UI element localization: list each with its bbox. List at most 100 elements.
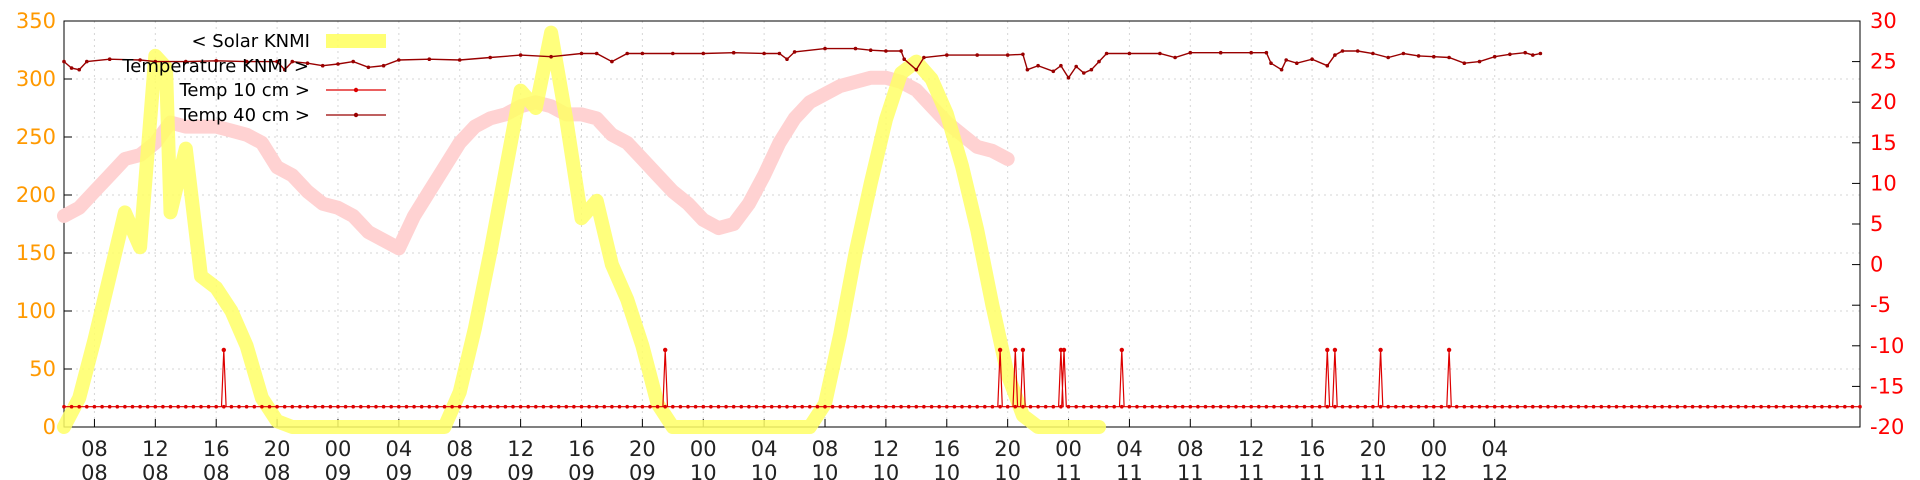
- point-temp-10cm-spike: [1325, 347, 1330, 353]
- point-temp-10cm: [1249, 404, 1253, 409]
- point-temp-10cm: [1302, 404, 1307, 409]
- point-temp-40cm: [457, 58, 462, 62]
- point-temp-10cm-spike: [663, 347, 668, 353]
- point-temp-40cm: [1104, 51, 1109, 56]
- point-temp-10cm: [1835, 404, 1839, 409]
- point-temp-10cm: [496, 404, 500, 409]
- point-temp-40cm: [1538, 51, 1543, 56]
- point-temp-10cm: [579, 404, 584, 409]
- right-tick-label: -10: [1870, 334, 1904, 358]
- point-temp-40cm: [1325, 63, 1330, 68]
- point-temp-40cm: [671, 51, 675, 56]
- point-temp-10cm: [351, 404, 356, 409]
- point-temp-40cm: [366, 65, 371, 70]
- point-temp-10cm-spike: [997, 347, 1003, 353]
- point-temp-10cm: [526, 404, 530, 409]
- point-temp-40cm: [1173, 55, 1177, 60]
- point-temp-40cm: [1005, 53, 1010, 57]
- point-temp-10cm: [374, 404, 378, 409]
- point-temp-10cm: [1759, 404, 1763, 409]
- point-temp-10cm: [77, 404, 81, 409]
- point-temp-10cm: [716, 404, 721, 409]
- point-temp-10cm: [906, 404, 911, 409]
- series-temp-40cm: [63, 47, 1541, 80]
- x-tick-label: 12 10: [873, 437, 900, 480]
- point-temp-10cm: [808, 404, 812, 409]
- x-tick-label: 00 10: [690, 437, 717, 480]
- right-tick-label: 0: [1870, 253, 1883, 277]
- left-tick-label: 150: [16, 241, 56, 265]
- point-temp-10cm: [1295, 404, 1299, 409]
- point-temp-10cm: [1378, 404, 1383, 409]
- x-tick-label: 08 09: [446, 437, 473, 480]
- point-temp-10cm: [792, 404, 797, 409]
- point-temp-40cm: [853, 46, 858, 51]
- point-temp-10cm: [1508, 404, 1512, 409]
- point-temp-10cm: [1607, 404, 1611, 409]
- point-temp-10cm: [655, 404, 660, 409]
- point-temp-10cm: [1218, 404, 1223, 409]
- point-temp-40cm: [731, 50, 736, 55]
- point-temp-10cm: [199, 404, 203, 409]
- point-temp-40cm: [1523, 50, 1527, 55]
- x-tick-label: 04 09: [385, 437, 412, 480]
- point-temp-40cm: [1264, 50, 1269, 55]
- point-temp-40cm: [336, 62, 340, 66]
- point-temp-40cm: [762, 51, 766, 56]
- point-temp-10cm: [450, 404, 454, 409]
- point-temp-40cm: [899, 49, 903, 53]
- point-temp-40cm: [1218, 50, 1223, 55]
- point-temp-40cm: [518, 53, 523, 57]
- point-temp-40cm: [792, 50, 797, 54]
- point-temp-10cm: [1629, 404, 1634, 409]
- left-tick-label: 200: [16, 183, 56, 207]
- point-temp-10cm: [754, 404, 759, 409]
- axes: [63, 20, 1861, 428]
- point-temp-10cm: [1774, 404, 1779, 409]
- point-temp-10cm: [762, 404, 766, 409]
- point-temp-40cm: [594, 51, 599, 56]
- point-temp-10cm-spike: [1446, 347, 1452, 353]
- point-temp-10cm: [952, 404, 957, 409]
- point-temp-10cm: [343, 404, 348, 409]
- point-temp-40cm: [427, 57, 432, 61]
- point-temp-10cm: [1683, 404, 1687, 409]
- point-temp-10cm: [800, 404, 804, 409]
- point-temp-10cm: [861, 404, 865, 409]
- x-tick-label: 20 11: [1360, 437, 1387, 480]
- point-temp-10cm: [1051, 404, 1056, 409]
- point-temp-10cm: [1652, 404, 1657, 409]
- point-temp-10cm: [1173, 404, 1177, 409]
- x-tick-label: 08 08: [81, 437, 108, 480]
- point-temp-10cm: [1127, 404, 1132, 409]
- point-temp-10cm: [701, 404, 706, 409]
- point-temp-10cm: [1515, 404, 1520, 409]
- point-temp-40cm: [1082, 71, 1086, 75]
- point-temp-40cm: [305, 61, 310, 65]
- point-temp-10cm: [853, 404, 858, 409]
- point-temp-10cm: [868, 404, 873, 409]
- point-temp-10cm: [640, 404, 645, 409]
- point-temp-10cm: [686, 404, 690, 409]
- point-temp-10cm: [678, 404, 683, 409]
- point-temp-10cm: [1043, 404, 1048, 409]
- point-temp-10cm: [1470, 404, 1474, 409]
- point-temp-10cm: [184, 404, 188, 409]
- point-temp-10cm: [1523, 404, 1527, 409]
- point-temp-10cm: [1736, 404, 1740, 409]
- point-temp-10cm: [663, 404, 667, 409]
- point-temp-10cm: [1424, 404, 1428, 409]
- x-tick-label: 20 09: [629, 437, 656, 480]
- point-temp-10cm: [397, 404, 401, 409]
- point-temp-10cm: [1317, 404, 1322, 409]
- right-tick-label: -20: [1870, 415, 1904, 439]
- point-temp-40cm: [62, 59, 66, 64]
- point-temp-10cm: [222, 404, 226, 409]
- point-temp-10cm: [899, 404, 903, 409]
- point-temp-40cm: [77, 67, 81, 72]
- point-temp-40cm: [351, 59, 356, 64]
- point-temp-10cm: [1827, 404, 1832, 409]
- point-temp-10cm: [747, 404, 751, 409]
- point-temp-10cm: [1439, 404, 1444, 409]
